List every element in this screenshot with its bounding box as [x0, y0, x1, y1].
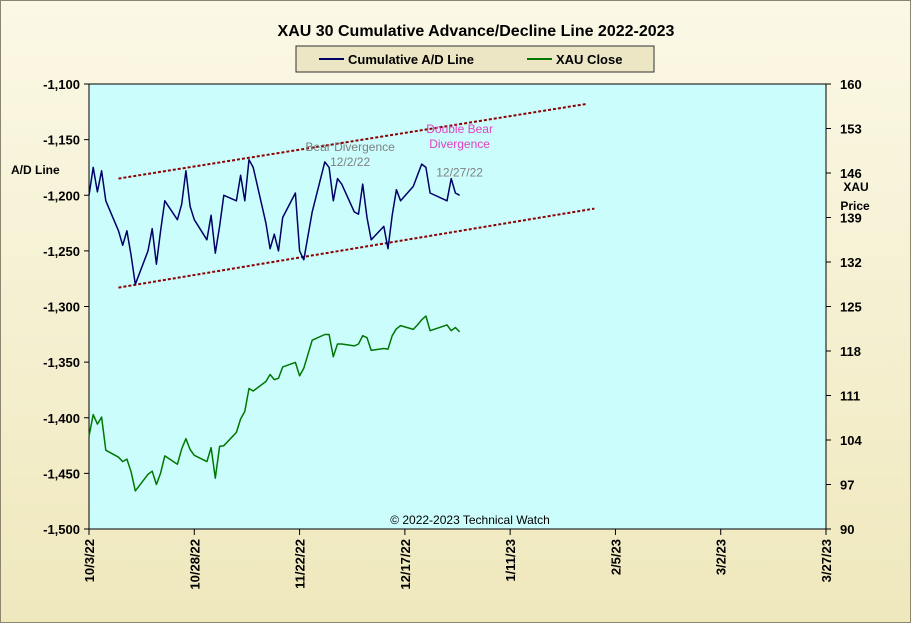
trend-line [118, 207, 595, 289]
left-tick-label: -1,200 [43, 188, 80, 203]
right-tick-label: 104 [840, 433, 862, 448]
x-tick-label: 11/22/22 [293, 539, 308, 589]
left-tick-label: -1,450 [43, 466, 80, 481]
right-tick-label: 118 [840, 344, 861, 359]
right-tick-label: 111 [840, 389, 860, 404]
left-axis: -1,100 -1,150 -1,200 -1,250 -1,300 -1,350 -1,4… [43, 77, 89, 537]
left-tick-label: -1,250 [43, 244, 80, 259]
trend-line [118, 103, 587, 180]
legend: Cumulative A/D Line XAU Close [295, 45, 655, 73]
copyright-text: © 2022-2023 Technical Watch [390, 513, 550, 527]
series-lines [88, 158, 461, 492]
right-axis-label-xau: XAU [843, 180, 868, 194]
annotation-text: Bear Divergence [305, 140, 395, 154]
x-tick-label: 3/2/23 [714, 539, 729, 575]
left-tick-label: -1,300 [43, 300, 80, 315]
legend-label-xau-close: XAU Close [556, 52, 622, 67]
left-axis-label: A/D Line [11, 163, 60, 177]
chart-title: XAU 30 Cumulative Advance/Decline Line 2… [278, 23, 675, 40]
annotation-text: 12/2/22 [330, 155, 370, 169]
x-tick-label: 10/28/22 [187, 539, 202, 590]
right-tick-label: 132 [840, 255, 862, 270]
annotation-text: Divergence [429, 137, 490, 151]
annotation-text: Double Bear [426, 122, 493, 136]
right-tick-label: 125 [840, 300, 862, 315]
right-axis: 160 153 146 139 132 125 118 111 104 97 90 [826, 77, 862, 537]
trend-lines [118, 103, 595, 289]
annotation-text: 12/27/22 [436, 165, 483, 179]
legend-label-ad-line: Cumulative A/D Line [348, 52, 474, 67]
right-axis-label-price: Price [840, 199, 870, 213]
right-tick-label: 139 [840, 211, 862, 226]
right-tick-label: 90 [840, 522, 854, 537]
x-tick-label: 1/11/23 [503, 539, 518, 582]
series-xau-close [88, 315, 461, 492]
left-tick-label: -1,100 [43, 77, 80, 92]
series-ad-line [88, 158, 460, 286]
left-tick-label: -1,150 [43, 133, 80, 148]
right-tick-label: 153 [840, 122, 862, 137]
x-axis: 10/3/22 10/28/22 11/22/22 12/17/22 1/11/23 2/… [82, 529, 834, 590]
right-tick-label: 160 [840, 77, 862, 92]
left-tick-label: -1,500 [43, 522, 80, 537]
right-tick-label: 146 [840, 166, 862, 181]
left-tick-label: -1,400 [43, 411, 80, 426]
x-tick-label: 10/3/22 [82, 539, 97, 582]
x-tick-label: 3/27/23 [819, 539, 834, 582]
x-tick-label: 2/5/23 [608, 539, 623, 575]
left-tick-label: -1,350 [43, 355, 80, 370]
x-tick-label: 12/17/22 [398, 539, 413, 590]
right-tick-label: 97 [840, 478, 854, 493]
